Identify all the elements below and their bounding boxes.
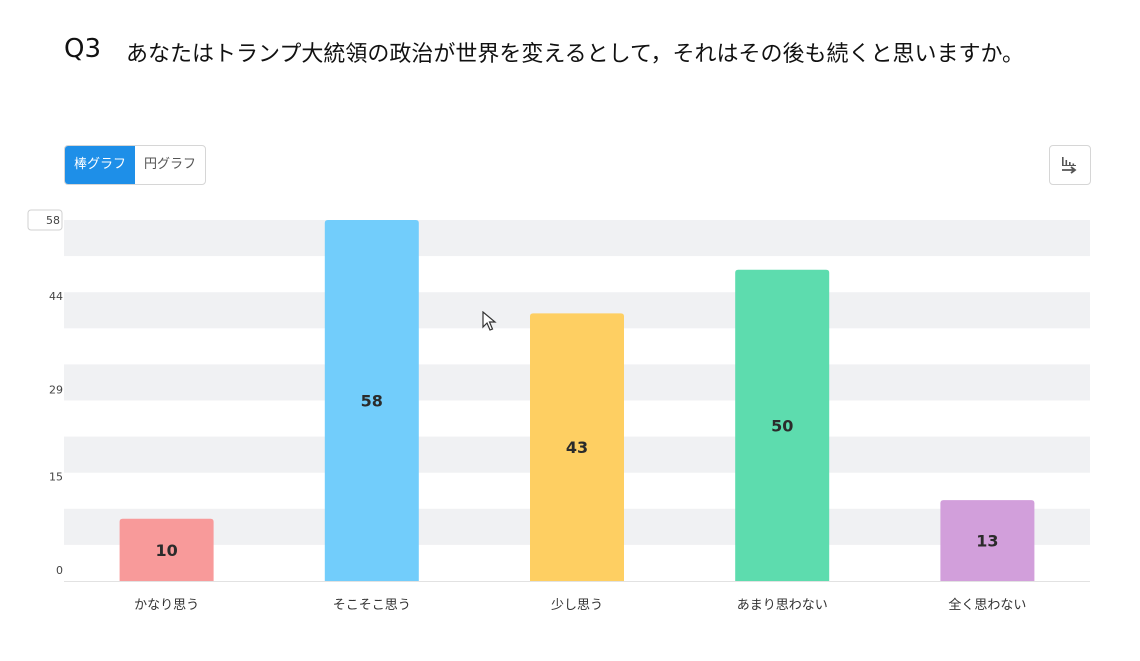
bar-value-label: 43 <box>566 438 588 457</box>
bar-value-label: 58 <box>361 392 383 411</box>
chart-type-toggle: 棒グラフ 円グラフ <box>64 145 207 185</box>
x-category-label: かなり思う <box>134 598 199 613</box>
question-text: あなたはトランプ大統領の政治が世界を変えるとして，それはその後も続くと思いますか… <box>126 42 1025 67</box>
bar-value-label: 50 <box>771 416 793 435</box>
y-tick-label: 29 <box>49 384 63 397</box>
bar <box>735 269 830 581</box>
export-button[interactable] <box>1049 145 1091 185</box>
bar <box>119 518 214 581</box>
pie-chart-tab[interactable]: 円グラフ <box>144 157 197 172</box>
mouse-pointer-icon <box>482 311 497 331</box>
x-category-label: そこそこ思う <box>333 598 411 613</box>
grid-band <box>64 220 1090 257</box>
y-tick-label: 58 <box>46 214 60 227</box>
bar <box>324 220 419 581</box>
bar <box>940 500 1035 581</box>
bar <box>530 313 624 581</box>
x-category-label: 少し思う <box>551 598 603 613</box>
x-category-label: 全く思わない <box>948 597 1026 613</box>
bar-chart-tab[interactable]: 棒グラフ <box>65 146 136 184</box>
y-tick-box <box>27 209 63 231</box>
x-category-label: あまり思わない <box>737 598 828 613</box>
y-tick-label: 15 <box>49 471 63 484</box>
bar-chart-export-icon <box>1062 157 1077 174</box>
bar-value-label: 13 <box>976 532 998 551</box>
y-tick-label: 0 <box>56 564 63 577</box>
y-tick-label: 44 <box>49 290 63 303</box>
question-number: Q3 <box>64 34 102 64</box>
bar-value-label: 10 <box>155 541 177 560</box>
